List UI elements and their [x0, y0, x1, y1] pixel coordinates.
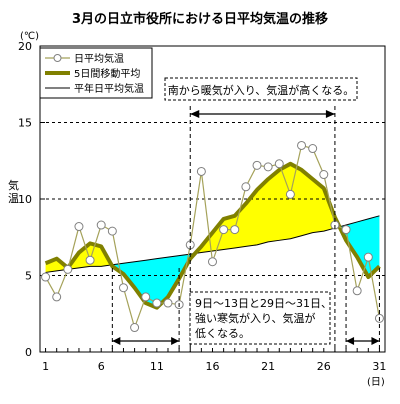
moving-average-line [44, 161, 381, 310]
legend-daily-mean-label: 日平均気温 [74, 52, 124, 65]
warm-annotation-box [164, 77, 358, 101]
cold-annotation-text-line-0: 9日～13日と29日～31日、 [195, 297, 332, 310]
chart-title: 3月の日立市役所における日平均気温の推移 [72, 11, 328, 27]
daily-mean-point-11 [152, 298, 162, 308]
daily-mean-point-8 [118, 283, 128, 293]
x-tick-label-16: 16 [206, 360, 220, 373]
cold-span-arrowhead-left-0 [112, 337, 121, 345]
cold-fill-region-1 [111, 253, 196, 308]
legend-normal-label: 平年日平均気温 [74, 82, 144, 95]
daily-mean-point-18 [230, 225, 240, 235]
y-axis-label: 気温 [8, 178, 19, 205]
x-tick-label-31: 31 [372, 360, 386, 373]
y-unit-label: (℃) [20, 31, 39, 42]
cold-annotation-text-line-1: 強い寒気が入り、気温が [195, 311, 316, 325]
x-tick-label-6: 6 [98, 360, 105, 373]
daily-mean-point-20 [252, 160, 262, 170]
daily-mean-point-7 [107, 226, 117, 236]
cold-span-arrowhead-left-1 [346, 337, 355, 345]
daily-mean-point-25 [308, 144, 318, 154]
daily-mean-point-16 [208, 257, 217, 267]
daily-mean-point-30 [363, 252, 373, 262]
warm-span-arrowhead-right [325, 110, 335, 118]
y-tick-label-5: 5 [25, 270, 32, 283]
daily-mean-point-9 [130, 323, 140, 333]
y-tick-label-15: 15 [18, 117, 32, 130]
cold-annotation-text-line-2: 低くなる。 [195, 327, 250, 340]
daily-mean-point-29 [352, 286, 362, 296]
daily-mean-point-12 [163, 298, 173, 308]
normal-temperature-line [45, 215, 380, 273]
daily-mean-point-15 [196, 166, 206, 176]
daily-mean-point-21 [263, 162, 273, 172]
legend-daily-mean-marker [53, 54, 62, 62]
cold-annotation-box [189, 291, 331, 345]
daily-mean-point-4 [74, 222, 84, 232]
daily-mean-point-22 [274, 159, 284, 169]
x-tick-label-21: 21 [261, 360, 275, 373]
daily-mean-point-24 [297, 140, 307, 150]
y-tick-label-20: 20 [18, 40, 32, 53]
daily-mean-point-5 [85, 255, 95, 265]
daily-mean-point-10 [141, 292, 151, 302]
warm-span-arrowhead-left [190, 110, 200, 118]
legend-moving-average-label: 5日間移動平均 [74, 67, 140, 80]
daily-mean-point-2 [52, 292, 62, 302]
x-unit-label: (日) [367, 377, 385, 388]
cold-span-arrowhead-right-1 [371, 337, 380, 345]
warm-annotation-text: 南から暖気が入り、気温が高くなる。 [168, 83, 355, 97]
daily-mean-point-23 [285, 189, 295, 199]
x-tick-label-1: 1 [42, 360, 49, 373]
y-tick-label-0: 0 [25, 346, 32, 359]
daily-mean-point-26 [319, 170, 329, 180]
daily-mean-point-28 [341, 225, 351, 235]
x-tick-label-26: 26 [317, 360, 331, 373]
daily-mean-point-19 [241, 182, 251, 192]
cold-span-arrowhead-right-0 [171, 337, 180, 345]
daily-mean-point-6 [96, 220, 106, 230]
x-tick-label-11: 11 [150, 360, 164, 373]
daily-mean-point-3 [63, 264, 73, 274]
daily-mean-point-17 [219, 225, 229, 235]
daily-mean-point-1 [41, 272, 51, 282]
y-tick-label-10: 10 [18, 193, 32, 206]
